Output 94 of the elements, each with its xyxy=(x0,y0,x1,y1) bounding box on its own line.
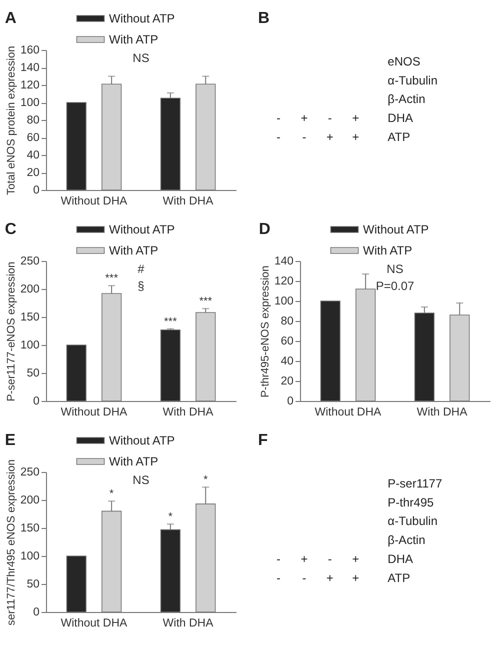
category-label: α-Tubulin xyxy=(388,514,438,528)
y-tick-label: 80 xyxy=(280,316,294,328)
y-tick-label: 60 xyxy=(280,336,294,348)
legend-label: Without ATP xyxy=(109,12,175,26)
y-tick-label: 20 xyxy=(26,167,40,179)
category-label: β-Actin xyxy=(388,533,426,548)
annotation: NS xyxy=(132,51,150,65)
text: - xyxy=(328,111,332,126)
y-tick-label: 100 xyxy=(20,340,40,352)
category-label: ATP xyxy=(388,570,410,585)
text: - xyxy=(276,111,281,126)
category-label: DHA xyxy=(388,111,414,126)
text: + xyxy=(300,111,308,126)
y-tick-label: 100 xyxy=(20,550,40,562)
x-tick-label: With DHA xyxy=(162,406,214,418)
y-tick-label: 250 xyxy=(20,256,40,268)
x-tick-label: Without DHA xyxy=(60,406,128,418)
x-tick-label: With DHA xyxy=(162,196,214,208)
data-label: *** xyxy=(105,272,119,285)
y-tick-label: 100 xyxy=(20,97,40,109)
data-label: * xyxy=(109,488,114,500)
text: + xyxy=(352,570,360,585)
text: + xyxy=(300,552,308,566)
x-tick-label: Without DHA xyxy=(60,196,128,208)
x-tick-label: With DHA xyxy=(416,406,468,418)
text: - xyxy=(276,570,281,585)
text: - xyxy=(276,552,281,566)
y-tick-label: 140 xyxy=(20,62,40,74)
text: B xyxy=(258,10,270,27)
y-tick-label: 150 xyxy=(20,522,40,534)
y-tick-label: 80 xyxy=(26,114,40,126)
text: - xyxy=(302,130,306,144)
y-tick-label: 50 xyxy=(26,578,40,590)
text: F xyxy=(258,432,268,449)
y-tick-label: 0 xyxy=(33,396,40,408)
legend-label: With ATP xyxy=(109,454,158,468)
x-tick-label: With DHA xyxy=(162,618,214,630)
text: - xyxy=(276,130,281,144)
legend-label: Without ATP xyxy=(363,222,429,236)
y-tick-label: 60 xyxy=(26,132,40,144)
legend-label: With ATP xyxy=(109,244,158,258)
x-tick-label: Without DHA xyxy=(60,618,128,630)
text: + xyxy=(352,130,360,144)
y-tick-label: 120 xyxy=(20,80,40,92)
text: + xyxy=(326,130,334,144)
legend-label: With ATP xyxy=(363,244,412,258)
category-label: α-Tubulin xyxy=(388,73,438,88)
y-tick-label: 0 xyxy=(33,606,40,618)
text: + xyxy=(326,570,334,585)
y-tick-label: 50 xyxy=(26,368,40,380)
category-label: ATP xyxy=(388,130,410,144)
chart-title: C xyxy=(4,221,17,238)
y-tick-label: 250 xyxy=(20,466,40,478)
category-label: eNOS xyxy=(388,54,420,68)
category-label: β-Actin xyxy=(388,92,426,106)
y-axis-title: P-ser1177-eNOS expression xyxy=(5,262,18,402)
data-label: * xyxy=(168,511,174,524)
y-tick-label: 200 xyxy=(20,284,40,296)
legend-label: Without ATP xyxy=(109,222,175,236)
category-label: P-thr495 xyxy=(388,495,434,510)
y-tick-label: 20 xyxy=(280,376,294,388)
data-label: * xyxy=(203,474,208,486)
legend-label: Without ATP xyxy=(109,434,175,448)
y-tick-label: 160 xyxy=(20,44,40,56)
x-tick-label: Without DHA xyxy=(314,406,382,418)
y-axis-title: P-thr495-eNOS expression xyxy=(259,265,272,398)
annotation: § xyxy=(138,279,144,293)
text: + xyxy=(352,111,360,126)
text: + xyxy=(352,552,360,566)
chart-title: A xyxy=(4,10,17,27)
y-tick-label: 100 xyxy=(274,296,294,308)
y-tick-label: 40 xyxy=(26,150,40,162)
annotation: NS xyxy=(132,473,150,487)
text: - xyxy=(302,570,306,585)
y-tick-label: 0 xyxy=(287,396,294,408)
annotation: # xyxy=(138,262,145,276)
y-tick-label: 200 xyxy=(20,494,40,506)
annotation: P=0.07 xyxy=(376,279,415,293)
category-label: P-ser1177 xyxy=(388,476,442,490)
y-tick-label: 120 xyxy=(274,276,294,288)
data-label: *** xyxy=(164,316,178,328)
annotation: NS xyxy=(386,262,404,276)
y-axis-title: Total eNOS protein expression xyxy=(5,46,18,196)
chart-title: E xyxy=(4,432,16,449)
category-label: DHA xyxy=(388,552,414,566)
legend-label: With ATP xyxy=(109,32,158,46)
y-tick-label: 0 xyxy=(33,184,40,196)
y-axis-title: ser1177/Thr495 eNOS expression xyxy=(5,459,18,626)
text: - xyxy=(328,552,332,566)
y-tick-label: 40 xyxy=(280,356,294,368)
y-tick-label: 140 xyxy=(274,256,294,268)
chart-title: D xyxy=(258,221,270,238)
data-label: *** xyxy=(199,296,213,308)
y-tick-label: 150 xyxy=(20,312,40,324)
